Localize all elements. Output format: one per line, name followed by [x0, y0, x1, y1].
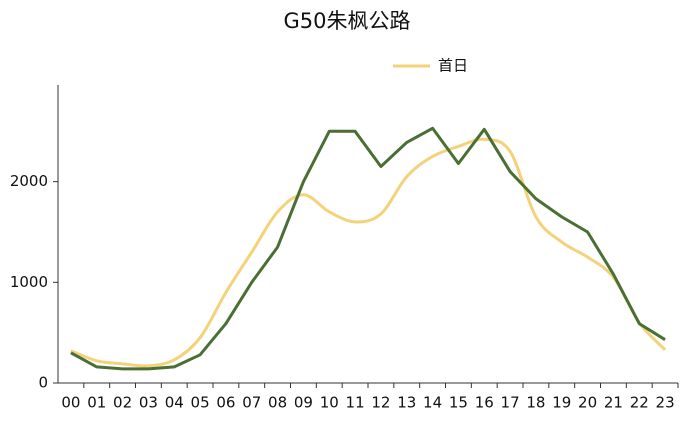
x-tick-label: 19: [552, 394, 571, 412]
x-tick-label: 09: [294, 394, 313, 412]
x-tick-label: 00: [61, 394, 80, 412]
x-tick-label: 06: [216, 394, 235, 412]
x-tick-label: 18: [526, 394, 545, 412]
x-tick-label: 13: [397, 394, 416, 412]
x-tick-label: 17: [501, 394, 520, 412]
x-tick-label: 22: [630, 394, 649, 412]
x-tick-label: 14: [423, 394, 442, 412]
x-tick-label: 15: [449, 394, 468, 412]
legend-label: 首日: [438, 57, 468, 75]
x-tick-label: 02: [113, 394, 132, 412]
y-tick-label: 1000: [10, 273, 48, 291]
x-tick-label: 10: [320, 394, 339, 412]
x-tick-label: 23: [656, 394, 675, 412]
x-tick-label: 01: [87, 394, 106, 412]
x-tick-label: 12: [371, 394, 390, 412]
x-tick-label: 04: [165, 394, 184, 412]
series-line: [70, 137, 667, 368]
x-tick-label: 11: [346, 394, 365, 412]
x-tick-label: 05: [191, 394, 210, 412]
x-tick-label: 21: [604, 394, 623, 412]
y-tick-label: 0: [38, 374, 48, 392]
x-tick-label: 20: [578, 394, 597, 412]
chart-title: G50朱枫公路: [284, 9, 411, 33]
x-tick-label: 03: [139, 394, 158, 412]
x-tick-label: 07: [242, 394, 261, 412]
series-line: [70, 126, 666, 371]
x-tick-label: 08: [268, 394, 287, 412]
y-tick-label: 2000: [10, 172, 48, 190]
x-tick-label: 16: [475, 394, 494, 412]
